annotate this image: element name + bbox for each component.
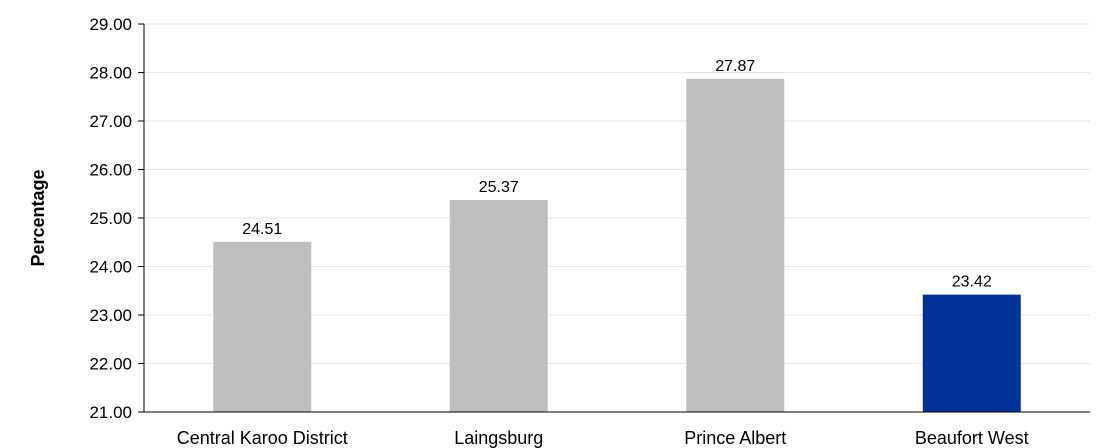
x-tick-label: Prince Albert [684, 428, 786, 448]
bar [686, 78, 785, 413]
y-tick-label: 23.00 [89, 306, 132, 325]
data-label: 23.42 [952, 274, 992, 291]
data-labels: 24.51 25.37 27.87 23.42 [242, 58, 992, 291]
data-label: 27.87 [715, 58, 755, 75]
y-axis-title: Percentage [28, 169, 48, 266]
bar [213, 241, 312, 412]
bar [449, 200, 548, 412]
data-label: 24.51 [242, 221, 282, 238]
y-tick-label: 21.00 [89, 403, 132, 422]
y-tick-label: 22.00 [89, 355, 132, 374]
y-tick-label: 27.00 [89, 112, 132, 131]
y-tick-label: 26.00 [89, 161, 132, 180]
bar [922, 294, 1021, 412]
y-tick-label: 24.00 [89, 258, 132, 277]
x-tick-label: Laingsburg [454, 428, 543, 448]
y-tick-label: 28.00 [89, 64, 132, 83]
x-tick-label: Central Karoo District [177, 428, 348, 448]
x-tick-labels: Central Karoo District Laingsburg Prince A… [177, 428, 1029, 448]
y-tick-label: 25.00 [89, 209, 132, 228]
y-tick-label: 29.00 [89, 15, 132, 34]
bars [213, 78, 1021, 413]
x-tick-label: Beaufort West [915, 428, 1029, 448]
y-tick-labels: 21.00 22.00 23.00 24.00 25.00 26.00 27.00 28.00… [89, 15, 144, 422]
data-label: 25.37 [479, 179, 519, 196]
